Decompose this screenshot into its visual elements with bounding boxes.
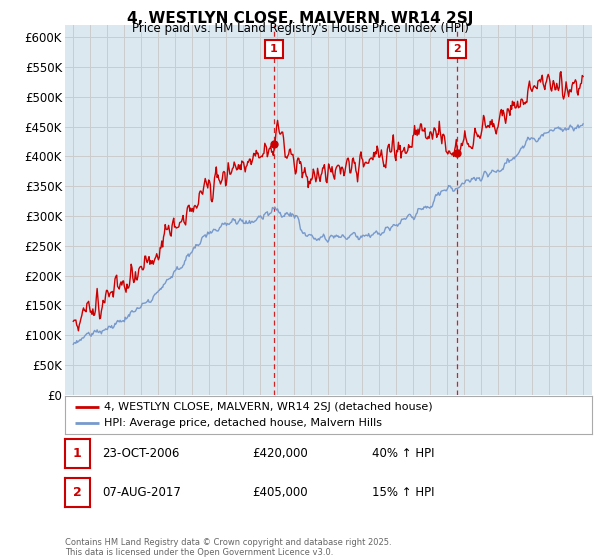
Text: 4, WESTLYN CLOSE, MALVERN, WR14 2SJ: 4, WESTLYN CLOSE, MALVERN, WR14 2SJ xyxy=(127,11,473,26)
Text: HPI: Average price, detached house, Malvern Hills: HPI: Average price, detached house, Malv… xyxy=(104,418,382,428)
Text: 15% ↑ HPI: 15% ↑ HPI xyxy=(372,486,434,500)
Text: 1: 1 xyxy=(270,44,278,54)
Text: 1: 1 xyxy=(73,447,82,460)
Text: 23-OCT-2006: 23-OCT-2006 xyxy=(102,447,179,460)
Text: 07-AUG-2017: 07-AUG-2017 xyxy=(102,486,181,500)
Text: 4, WESTLYN CLOSE, MALVERN, WR14 2SJ (detached house): 4, WESTLYN CLOSE, MALVERN, WR14 2SJ (det… xyxy=(104,402,433,412)
Text: £405,000: £405,000 xyxy=(252,486,308,500)
Text: Price paid vs. HM Land Registry's House Price Index (HPI): Price paid vs. HM Land Registry's House … xyxy=(131,22,469,35)
Text: Contains HM Land Registry data © Crown copyright and database right 2025.
This d: Contains HM Land Registry data © Crown c… xyxy=(65,538,391,557)
Text: £420,000: £420,000 xyxy=(252,447,308,460)
Text: 40% ↑ HPI: 40% ↑ HPI xyxy=(372,447,434,460)
Text: 2: 2 xyxy=(73,486,82,500)
Text: 2: 2 xyxy=(454,44,461,54)
